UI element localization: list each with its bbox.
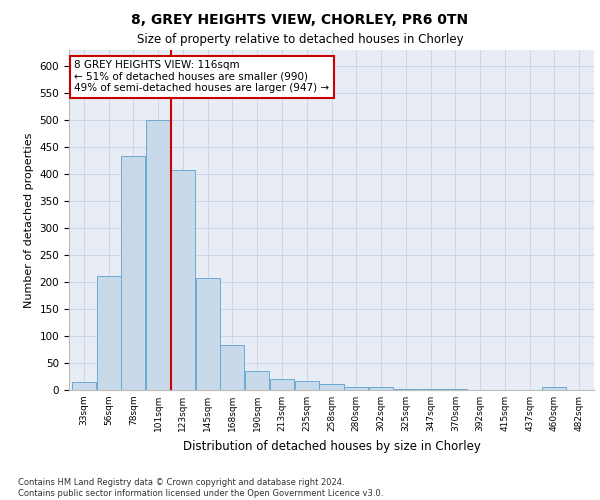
Text: Size of property relative to detached houses in Chorley: Size of property relative to detached ho…	[137, 32, 463, 46]
Bar	[220, 345, 244, 390]
Bar	[319, 384, 344, 390]
X-axis label: Distribution of detached houses by size in Chorley: Distribution of detached houses by size …	[182, 440, 481, 452]
Bar	[542, 388, 566, 390]
Bar	[270, 379, 294, 390]
Text: Contains HM Land Registry data © Crown copyright and database right 2024.
Contai: Contains HM Land Registry data © Crown c…	[18, 478, 383, 498]
Text: 8, GREY HEIGHTS VIEW, CHORLEY, PR6 0TN: 8, GREY HEIGHTS VIEW, CHORLEY, PR6 0TN	[131, 12, 469, 26]
Bar	[121, 156, 145, 390]
Bar	[196, 278, 220, 390]
Bar	[245, 370, 269, 390]
Y-axis label: Number of detached properties: Number of detached properties	[24, 132, 34, 308]
Bar	[369, 388, 393, 390]
Bar	[344, 387, 368, 390]
Text: 8 GREY HEIGHTS VIEW: 116sqm
← 51% of detached houses are smaller (990)
49% of se: 8 GREY HEIGHTS VIEW: 116sqm ← 51% of det…	[74, 60, 329, 94]
Bar	[295, 381, 319, 390]
Bar	[146, 120, 170, 390]
Bar	[97, 276, 121, 390]
Bar	[72, 382, 96, 390]
Bar	[171, 170, 195, 390]
